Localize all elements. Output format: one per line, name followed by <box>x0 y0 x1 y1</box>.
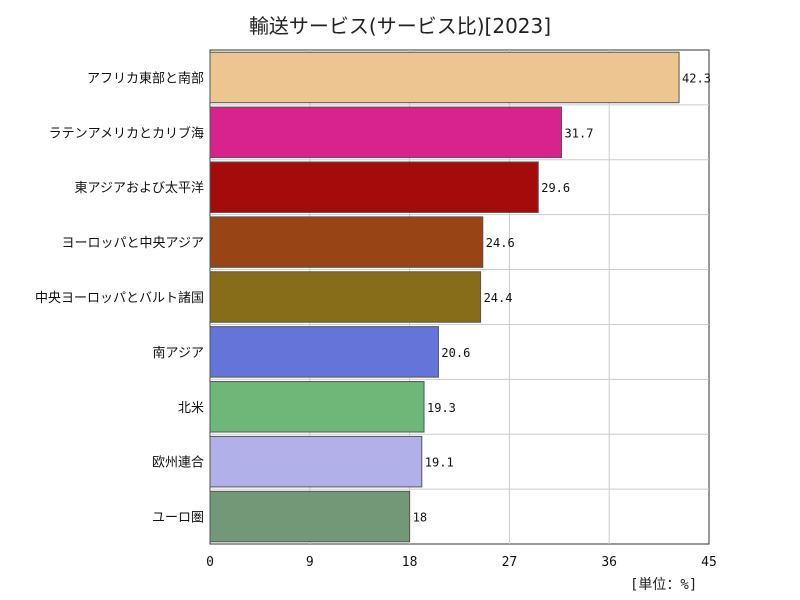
x-tick-label: 18 <box>402 555 418 570</box>
value-label: 24.4 <box>484 291 513 305</box>
value-label: 42.3 <box>682 71 711 85</box>
category-label: 中央ヨーロッパとバルト諸国 <box>35 290 204 306</box>
category-label: ラテンアメリカとカリブ海 <box>49 125 204 141</box>
bar <box>209 435 423 488</box>
bar <box>209 51 680 104</box>
x-tick-label: 27 <box>502 555 518 570</box>
unit-label: [単位：%] <box>630 577 698 593</box>
x-tick-label: 36 <box>601 555 617 570</box>
value-label: 24.6 <box>486 236 515 250</box>
value-label: 29.6 <box>541 181 570 195</box>
value-label: 18 <box>413 511 427 525</box>
bar <box>209 490 411 543</box>
value-label: 19.1 <box>425 456 454 470</box>
chart-title: 輸送サービス(サービス比)[2023] <box>248 14 552 38</box>
value-labels: 42.3 31.7 29.6 24.6 24.4 20.6 19.3 19.1 18 <box>413 71 711 524</box>
value-label: 19.3 <box>427 401 456 415</box>
value-label: 31.7 <box>565 126 594 140</box>
value-label: 20.6 <box>441 346 470 360</box>
category-label: 北米 <box>178 401 204 416</box>
x-tick-label: 45 <box>701 555 717 570</box>
x-axis-ticks: 0 9 18 27 36 45 <box>206 555 717 570</box>
bar <box>209 216 484 268</box>
category-label: ユーロ圏 <box>152 511 204 526</box>
x-tick-label: 9 <box>306 555 314 570</box>
grid-lines <box>210 50 709 544</box>
x-tick-label: 0 <box>206 555 214 570</box>
category-label: 東アジアおよび太平洋 <box>75 180 204 196</box>
category-label: 欧州連合 <box>152 456 204 471</box>
bar <box>209 326 439 378</box>
category-label: アフリカ東部と南部 <box>87 70 204 86</box>
category-label: ヨーロッパと中央アジア <box>62 236 204 251</box>
bar <box>209 106 563 159</box>
category-labels: アフリカ東部と南部ラテンアメリカとカリブ海東アジアおよび太平洋ヨーロッパと中央ア… <box>35 70 204 525</box>
bar <box>209 381 425 433</box>
bars-group <box>209 51 680 543</box>
bar <box>209 161 539 213</box>
bar <box>209 271 482 323</box>
category-label: 南アジア <box>153 345 204 361</box>
